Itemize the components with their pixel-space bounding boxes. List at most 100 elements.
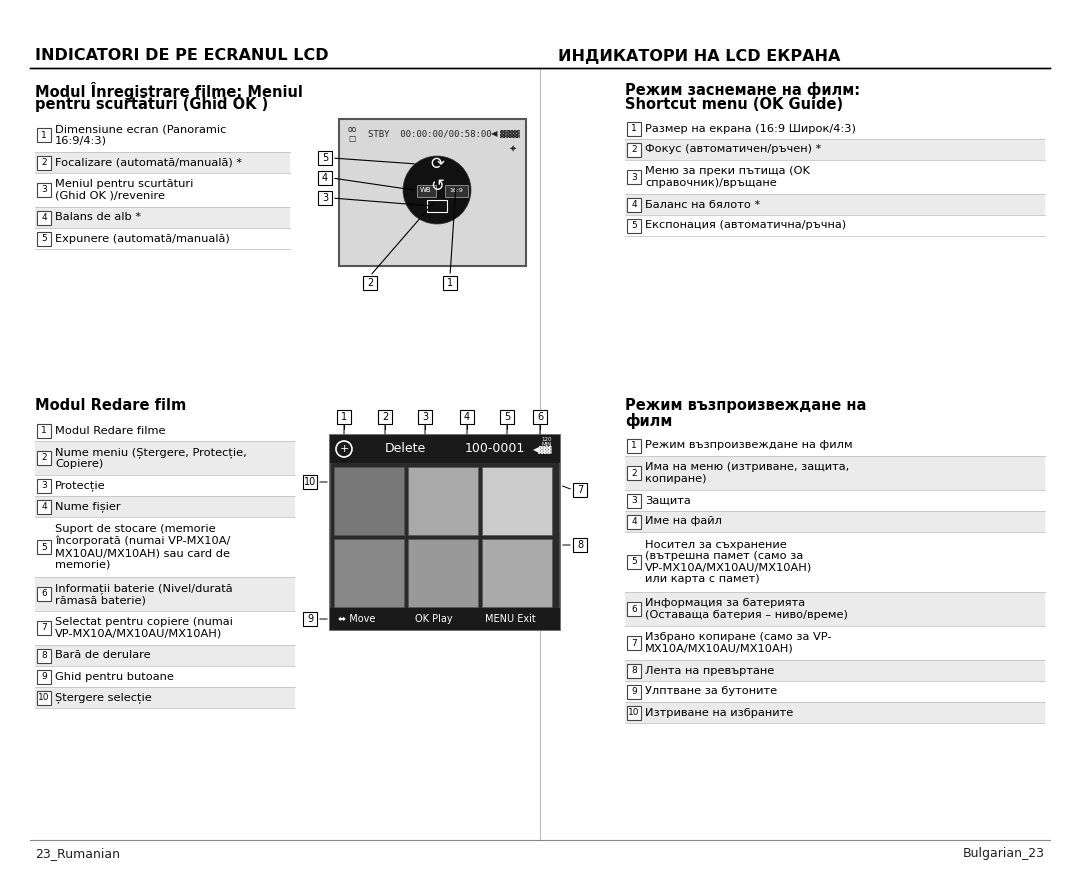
Text: ИНДИКАТОРИ НА LCD ЕКРАНА: ИНДИКАТОРИ НА LCD ЕКРАНА — [558, 48, 840, 64]
FancyBboxPatch shape — [625, 194, 1045, 215]
Text: 2: 2 — [41, 454, 46, 462]
Text: Баланс на бялото *: Баланс на бялото * — [645, 199, 760, 210]
FancyBboxPatch shape — [318, 171, 332, 185]
FancyBboxPatch shape — [37, 500, 51, 514]
Text: 23_Rumanian: 23_Rumanian — [35, 848, 120, 861]
FancyBboxPatch shape — [37, 451, 51, 465]
Text: Nume meniu (Ștergere, Protecție,
Copiere): Nume meniu (Ștergere, Protecție, Copiere… — [55, 447, 246, 469]
FancyBboxPatch shape — [337, 410, 351, 424]
FancyBboxPatch shape — [625, 592, 1045, 626]
FancyBboxPatch shape — [334, 467, 404, 535]
FancyBboxPatch shape — [330, 608, 561, 630]
FancyBboxPatch shape — [35, 207, 291, 228]
Text: ✦: ✦ — [509, 145, 517, 155]
FancyBboxPatch shape — [417, 184, 435, 197]
FancyBboxPatch shape — [37, 587, 51, 601]
Text: Меню за преки пътища (OK
справочник)/връщане: Меню за преки пътища (OK справочник)/връ… — [645, 166, 810, 188]
Text: Suport de stocare (memorie
încorporată (numai VP-MX10A/
MX10AU/MX10AH) sau card : Suport de stocare (memorie încorporată (… — [55, 524, 230, 570]
FancyBboxPatch shape — [408, 539, 478, 607]
Text: 9: 9 — [41, 672, 46, 681]
FancyBboxPatch shape — [627, 142, 642, 156]
Text: pentru scurtături (Ghid OK ): pentru scurtături (Ghid OK ) — [35, 97, 268, 112]
FancyBboxPatch shape — [627, 121, 642, 135]
Text: 6: 6 — [537, 412, 543, 422]
Text: Режим възпроизвеждане на: Режим възпроизвеждане на — [625, 398, 866, 413]
FancyBboxPatch shape — [35, 441, 295, 475]
Text: 4: 4 — [41, 502, 46, 511]
Text: ⟳: ⟳ — [430, 155, 444, 173]
Text: Режим заснемане на филм:: Режим заснемане на филм: — [625, 82, 860, 98]
Text: 4: 4 — [41, 213, 46, 222]
FancyBboxPatch shape — [627, 555, 642, 569]
FancyBboxPatch shape — [37, 478, 51, 493]
Text: Modul Redare film: Modul Redare film — [35, 398, 186, 413]
Text: INDICATORI DE PE ECRANUL LCD: INDICATORI DE PE ECRANUL LCD — [35, 48, 328, 64]
Text: 8: 8 — [631, 666, 637, 675]
Text: MENU Exit: MENU Exit — [485, 614, 536, 624]
Text: Modul Redare filme: Modul Redare filme — [55, 426, 165, 435]
FancyBboxPatch shape — [573, 538, 588, 552]
Text: 1: 1 — [631, 124, 637, 133]
Text: 1: 1 — [631, 441, 637, 450]
FancyBboxPatch shape — [35, 577, 295, 611]
Text: 10: 10 — [629, 708, 639, 717]
Text: Защита: Защита — [645, 496, 691, 505]
Text: 100-0001: 100-0001 — [465, 442, 525, 455]
FancyBboxPatch shape — [627, 663, 642, 677]
FancyBboxPatch shape — [534, 410, 546, 424]
Text: 5: 5 — [504, 412, 510, 422]
Text: 1: 1 — [341, 412, 347, 422]
FancyBboxPatch shape — [330, 435, 561, 463]
Text: Bară de derulare: Bară de derulare — [55, 650, 150, 661]
Text: 5: 5 — [322, 153, 328, 163]
Text: 2: 2 — [367, 278, 373, 288]
Text: ◀ ▓▓▓: ◀ ▓▓▓ — [491, 129, 519, 138]
Text: Избрано копиране (само за VP-
MX10A/MX10AU/MX10AH): Избрано копиране (само за VP- MX10A/MX10… — [645, 632, 832, 654]
FancyBboxPatch shape — [627, 494, 642, 508]
FancyBboxPatch shape — [303, 612, 318, 626]
FancyBboxPatch shape — [625, 456, 1045, 490]
Text: Expunere (automată/manuală): Expunere (automată/manuală) — [55, 233, 230, 244]
Text: +: + — [339, 444, 349, 454]
Text: 1: 1 — [41, 130, 46, 140]
Text: 16:9: 16:9 — [449, 188, 463, 193]
Text: Selectat pentru copiere (numai
VP-MX10A/MX10AU/MX10AH): Selectat pentru copiere (numai VP-MX10A/… — [55, 617, 233, 639]
FancyBboxPatch shape — [625, 660, 1045, 681]
Text: 1: 1 — [41, 426, 46, 435]
Text: 3: 3 — [41, 185, 46, 195]
Text: Носител за съхранение
(вътрешна памет (само за
VP-MX10A/MX10AU/MX10AH)
или карта: Носител за съхранение (вътрешна памет (с… — [645, 539, 812, 585]
Text: 7: 7 — [577, 485, 583, 495]
Text: 3: 3 — [422, 412, 428, 422]
FancyBboxPatch shape — [37, 156, 51, 170]
Text: 2: 2 — [382, 412, 388, 422]
Circle shape — [403, 156, 471, 224]
Text: 4: 4 — [464, 412, 470, 422]
Text: 2: 2 — [631, 468, 637, 477]
Text: 8: 8 — [577, 540, 583, 550]
Text: ◀▓▓: ◀▓▓ — [532, 445, 552, 454]
Text: 10: 10 — [38, 693, 50, 702]
FancyBboxPatch shape — [37, 232, 51, 246]
Text: Focalizare (automată/manuală) *: Focalizare (automată/manuală) * — [55, 157, 242, 168]
FancyBboxPatch shape — [303, 475, 318, 489]
Text: 120
MIN: 120 MIN — [541, 437, 552, 447]
FancyBboxPatch shape — [318, 191, 332, 205]
FancyBboxPatch shape — [334, 539, 404, 607]
FancyBboxPatch shape — [627, 705, 642, 719]
FancyBboxPatch shape — [625, 702, 1045, 723]
FancyBboxPatch shape — [627, 466, 642, 480]
FancyBboxPatch shape — [37, 183, 51, 197]
Text: 3: 3 — [41, 481, 46, 490]
Text: 2: 2 — [631, 145, 637, 154]
Text: Ghid pentru butoane: Ghid pentru butoane — [55, 671, 174, 682]
FancyBboxPatch shape — [35, 152, 291, 173]
Text: ↺: ↺ — [430, 177, 444, 195]
Text: STBY  00:00:00/00:58:00: STBY 00:00:00/00:58:00 — [368, 129, 491, 138]
FancyBboxPatch shape — [37, 621, 51, 635]
FancyBboxPatch shape — [627, 218, 642, 232]
FancyBboxPatch shape — [418, 410, 432, 424]
FancyBboxPatch shape — [482, 467, 552, 535]
Text: oo
□: oo □ — [348, 125, 357, 142]
Text: 3: 3 — [322, 193, 328, 203]
FancyBboxPatch shape — [363, 276, 377, 290]
